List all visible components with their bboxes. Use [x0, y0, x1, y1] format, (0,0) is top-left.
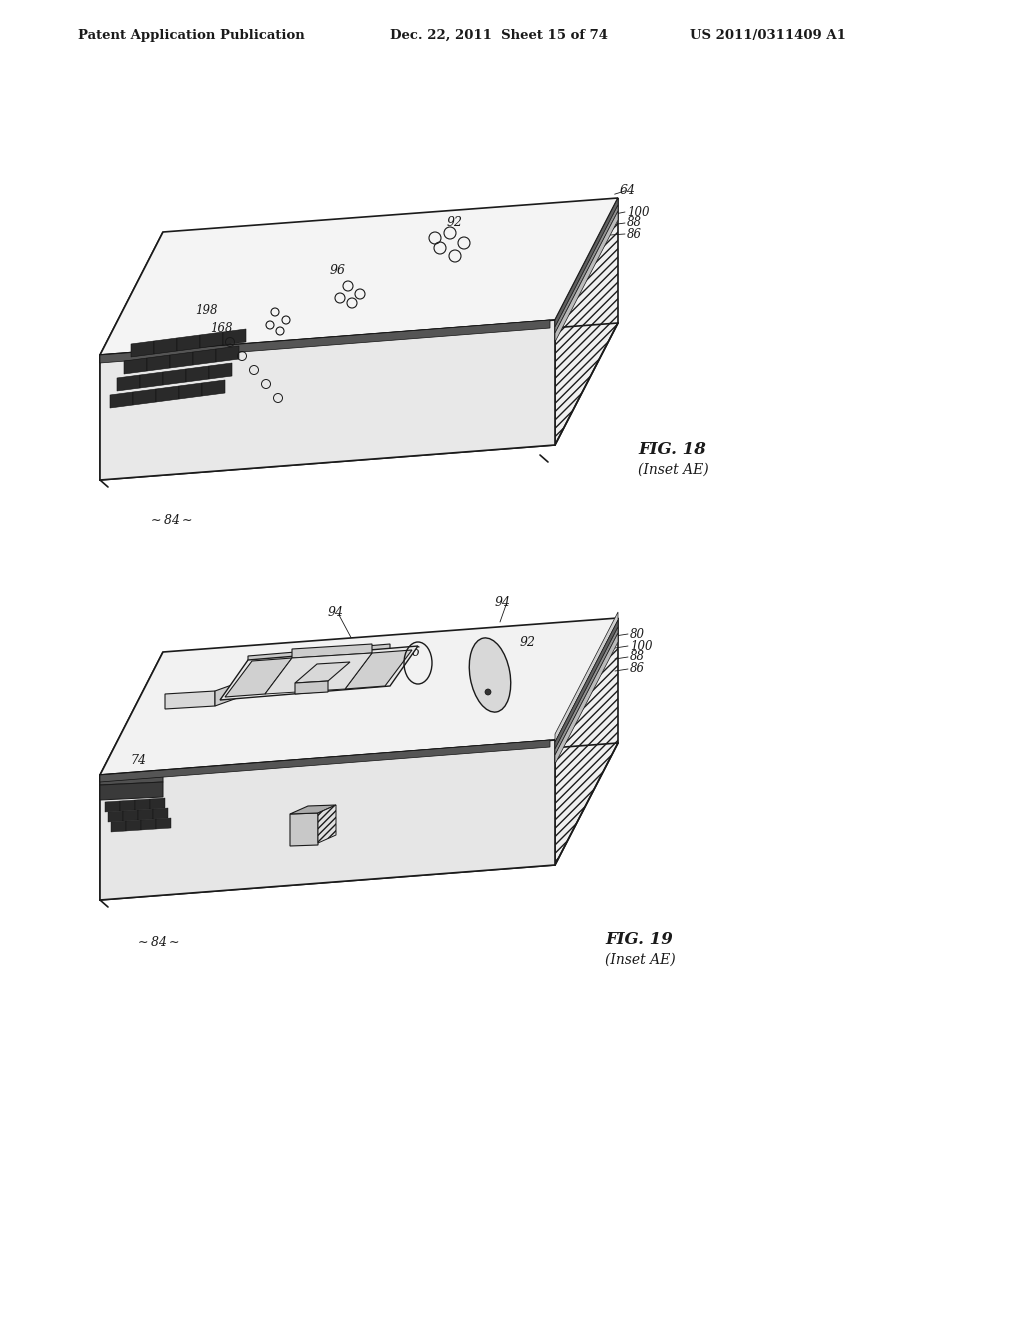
Text: 94: 94 — [328, 606, 344, 619]
Polygon shape — [140, 372, 163, 388]
Polygon shape — [177, 335, 200, 351]
Text: 94: 94 — [495, 595, 511, 609]
Text: 164: 164 — [195, 417, 217, 429]
Polygon shape — [150, 799, 165, 809]
Text: 92: 92 — [447, 215, 463, 228]
Polygon shape — [100, 618, 618, 775]
Polygon shape — [156, 818, 171, 829]
Polygon shape — [200, 333, 223, 348]
Polygon shape — [100, 652, 163, 900]
Polygon shape — [555, 198, 618, 445]
Text: 164: 164 — [175, 876, 198, 890]
Polygon shape — [111, 821, 126, 832]
Polygon shape — [215, 673, 265, 706]
Text: (Inset AE): (Inset AE) — [638, 463, 709, 477]
Text: 100: 100 — [627, 206, 649, 219]
Text: 88: 88 — [630, 651, 645, 664]
Polygon shape — [216, 346, 239, 362]
Polygon shape — [265, 653, 372, 694]
Polygon shape — [100, 198, 618, 355]
Text: 96: 96 — [406, 645, 421, 659]
Circle shape — [485, 689, 490, 696]
Polygon shape — [138, 809, 153, 820]
Polygon shape — [209, 363, 232, 379]
Text: 86: 86 — [627, 227, 642, 240]
Polygon shape — [220, 645, 418, 700]
Text: 80: 80 — [630, 627, 645, 640]
Polygon shape — [555, 627, 618, 755]
Text: 168: 168 — [285, 863, 307, 876]
Polygon shape — [123, 810, 138, 821]
Polygon shape — [555, 612, 618, 742]
Text: $\sim$84$\sim$: $\sim$84$\sim$ — [148, 513, 193, 527]
Polygon shape — [248, 644, 390, 669]
Text: Patent Application Publication: Patent Application Publication — [78, 29, 305, 41]
Polygon shape — [156, 385, 179, 403]
Polygon shape — [117, 375, 140, 391]
Polygon shape — [202, 380, 225, 396]
Polygon shape — [163, 370, 186, 385]
Text: 74: 74 — [130, 754, 146, 767]
Polygon shape — [170, 352, 193, 368]
Polygon shape — [100, 319, 550, 363]
Text: 168: 168 — [210, 322, 232, 334]
Text: 64: 64 — [620, 183, 636, 197]
Text: (Inset AE): (Inset AE) — [605, 953, 676, 968]
Text: 72: 72 — [130, 780, 146, 792]
Polygon shape — [290, 813, 318, 846]
Polygon shape — [292, 644, 372, 657]
Ellipse shape — [469, 638, 511, 711]
Polygon shape — [100, 232, 163, 480]
Polygon shape — [223, 329, 246, 345]
Polygon shape — [110, 392, 133, 408]
Polygon shape — [555, 211, 618, 342]
Text: 198: 198 — [195, 304, 217, 317]
Polygon shape — [154, 338, 177, 354]
Polygon shape — [147, 355, 170, 371]
Polygon shape — [100, 741, 555, 900]
Polygon shape — [100, 781, 163, 800]
Polygon shape — [345, 649, 412, 689]
Polygon shape — [318, 805, 336, 843]
Text: 88: 88 — [627, 216, 642, 230]
Polygon shape — [165, 690, 215, 709]
Polygon shape — [153, 808, 168, 818]
Polygon shape — [100, 772, 163, 785]
Polygon shape — [179, 383, 202, 399]
Polygon shape — [225, 657, 292, 697]
Polygon shape — [131, 341, 154, 356]
Polygon shape — [193, 348, 216, 366]
Text: 100: 100 — [630, 639, 652, 652]
Polygon shape — [120, 800, 135, 810]
Polygon shape — [290, 805, 336, 814]
Polygon shape — [555, 620, 618, 748]
Polygon shape — [100, 741, 550, 781]
Text: Dec. 22, 2011  Sheet 15 of 74: Dec. 22, 2011 Sheet 15 of 74 — [390, 29, 608, 41]
Polygon shape — [124, 358, 147, 374]
Text: 86: 86 — [630, 663, 645, 676]
Polygon shape — [141, 818, 156, 830]
Text: $\sim$84$\sim$: $\sim$84$\sim$ — [135, 935, 180, 949]
Polygon shape — [555, 618, 618, 865]
Text: FIG. 19: FIG. 19 — [605, 932, 673, 949]
Polygon shape — [105, 801, 120, 812]
Text: 96: 96 — [330, 264, 346, 276]
Polygon shape — [555, 198, 618, 327]
Text: US 2011/0311409 A1: US 2011/0311409 A1 — [690, 29, 846, 41]
Polygon shape — [186, 366, 209, 381]
Polygon shape — [126, 820, 141, 832]
Polygon shape — [100, 319, 555, 480]
Text: 92: 92 — [520, 635, 536, 648]
Polygon shape — [555, 634, 618, 764]
Polygon shape — [295, 681, 328, 694]
Polygon shape — [295, 663, 350, 682]
Polygon shape — [555, 205, 618, 333]
Text: FIG. 18: FIG. 18 — [638, 441, 706, 458]
Polygon shape — [135, 799, 150, 810]
Polygon shape — [133, 389, 156, 405]
Polygon shape — [108, 810, 123, 822]
